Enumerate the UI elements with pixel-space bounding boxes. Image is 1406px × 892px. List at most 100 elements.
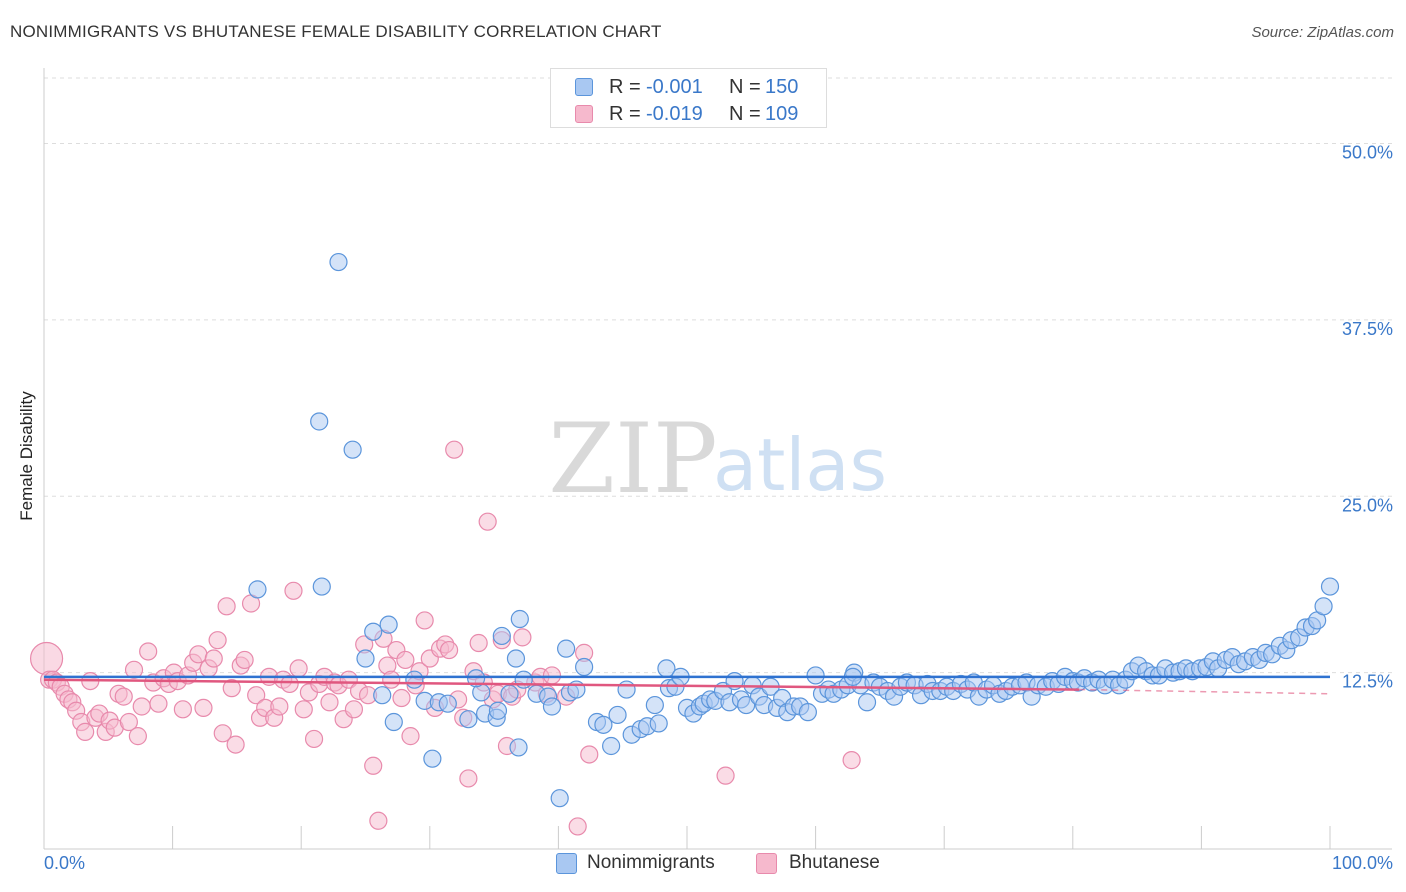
- grid: [44, 77, 1392, 674]
- nonimmigrant-point: [405, 670, 424, 689]
- nonimmigrant-point: [312, 577, 331, 596]
- bhutanese-point: [270, 697, 289, 716]
- nonimmigrant-point: [343, 440, 362, 459]
- bhutanese-point: [280, 674, 299, 694]
- bhutanese-point: [568, 817, 587, 836]
- bhutanese-points: [29, 440, 861, 836]
- nonimmigrant-point: [617, 680, 636, 699]
- bhutanese-point: [289, 659, 308, 678]
- legend-label-bhutanese: Bhutanese: [789, 852, 880, 873]
- legend-label-nonimmigrants: Nonimmigrants: [587, 852, 715, 873]
- bhutanese-point: [415, 611, 434, 630]
- n-value: 109: [765, 102, 799, 125]
- r-value: -0.019: [646, 102, 703, 125]
- y-tick-label: 37.5%: [1342, 319, 1393, 339]
- nonimmigrant-point: [509, 738, 528, 757]
- nonimmigrant-point: [510, 609, 529, 629]
- bhutanese-point: [284, 581, 303, 600]
- r-value: -0.001: [646, 75, 703, 98]
- bhutanese-point: [382, 670, 401, 689]
- nonimmigrant-point: [542, 697, 562, 716]
- bhutanese-point: [304, 729, 324, 749]
- r-label: R =: [609, 75, 641, 98]
- bhutanese-point: [513, 628, 532, 647]
- bhutanese-point: [149, 694, 168, 713]
- nonimmigrant-point: [488, 701, 508, 720]
- correlation-legend: R = -0.001 N = 150 R = -0.019 N = 109: [550, 68, 827, 128]
- bhutanese-point: [194, 698, 213, 718]
- nonimmigrant-point: [506, 649, 526, 668]
- tick-labels: 12.5% 25.0% 37.5% 50.0% 0.0% 100.0%: [44, 143, 1393, 873]
- watermark-zip: ZIP: [548, 403, 717, 515]
- bhutanese-point: [139, 642, 158, 661]
- bhutanese-point: [235, 650, 254, 670]
- bhutanese-point: [364, 756, 383, 775]
- bhutanese-point: [247, 686, 266, 705]
- nonimmigrant-point: [798, 703, 817, 722]
- bhutanese-point: [401, 727, 420, 746]
- bhutanese-point: [580, 745, 599, 764]
- y-tick-label: 25.0%: [1342, 495, 1393, 515]
- bhutanese-point: [439, 640, 459, 660]
- nonimmigrant-point: [557, 639, 576, 658]
- bhutanese-point: [173, 700, 192, 719]
- bhutanese-point: [339, 670, 358, 689]
- x-tick-label: 100.0%: [1332, 853, 1393, 873]
- bhutanese-point: [204, 649, 223, 668]
- y-tick-label: 12.5%: [1342, 672, 1393, 692]
- bhutanese-point: [132, 697, 151, 716]
- bhutanese-point: [213, 724, 232, 743]
- nonimmigrant-point: [356, 649, 375, 668]
- bhutanese-point: [478, 512, 497, 531]
- bhutanese-point: [208, 631, 227, 650]
- chart-title: NONIMMIGRANTS VS BHUTANESE FEMALE DISABI…: [10, 22, 662, 41]
- nonimmigrant-point: [364, 622, 383, 641]
- axes: [43, 68, 1392, 850]
- watermark: ZIP atlas: [548, 403, 887, 515]
- nonimmigrants-swatch: [575, 78, 593, 96]
- nonimmigrant-point: [373, 686, 392, 705]
- nonimmigrant-point: [329, 252, 348, 272]
- nonimmigrant-points: [248, 252, 1340, 808]
- nonimmigrant-point: [423, 749, 442, 768]
- bhutanese-trend-extension: [1079, 688, 1331, 695]
- bhutanese-trend-line: [43, 678, 1080, 691]
- bhutanese-point: [128, 727, 147, 746]
- bhutanese-legend-swatch: [756, 853, 777, 874]
- bhutanese-point: [396, 650, 415, 670]
- bhutanese-point: [124, 660, 144, 679]
- nonimmigrant-point: [379, 615, 398, 634]
- y-tick-label: 50.0%: [1342, 143, 1393, 163]
- bhutanese-point: [542, 666, 562, 685]
- nonimmigrant-point: [550, 789, 569, 808]
- nonimmigrant-point: [384, 712, 403, 732]
- source-label: Source: ZipAtlas.com: [1251, 24, 1394, 41]
- nonimmigrant-point: [514, 670, 533, 689]
- bhutanese-point: [114, 687, 133, 706]
- nonimmigrant-point: [857, 693, 877, 712]
- nonimmigrant-point: [575, 657, 594, 677]
- bhutanese-point: [320, 693, 339, 712]
- bhutanese-point: [469, 633, 488, 653]
- bhutanese-point: [716, 766, 735, 785]
- bhutanese-point: [369, 811, 388, 830]
- bhutanese-point: [119, 712, 138, 732]
- nonimmigrant-point: [310, 412, 329, 431]
- bhutanese-point: [226, 735, 245, 754]
- bhutanese-point: [29, 641, 64, 676]
- nonimmigrant-point: [438, 694, 457, 713]
- nonimmigrant-point: [645, 695, 664, 715]
- nonimmigrant-point: [1314, 597, 1333, 616]
- watermark-atlas: atlas: [713, 423, 887, 507]
- n-value: 150: [765, 75, 799, 98]
- x-tick-label: 0.0%: [44, 853, 85, 873]
- bhutanese-point: [189, 645, 208, 664]
- nonimmigrant-point: [1320, 577, 1340, 596]
- nonimmigrant-point: [602, 736, 621, 756]
- nonimmigrant-point: [649, 714, 668, 733]
- bhutanese-point: [445, 440, 464, 459]
- nonimmigrant-point: [500, 684, 519, 703]
- nonimmigrant-point: [737, 695, 756, 715]
- trend-lines: [43, 675, 1331, 695]
